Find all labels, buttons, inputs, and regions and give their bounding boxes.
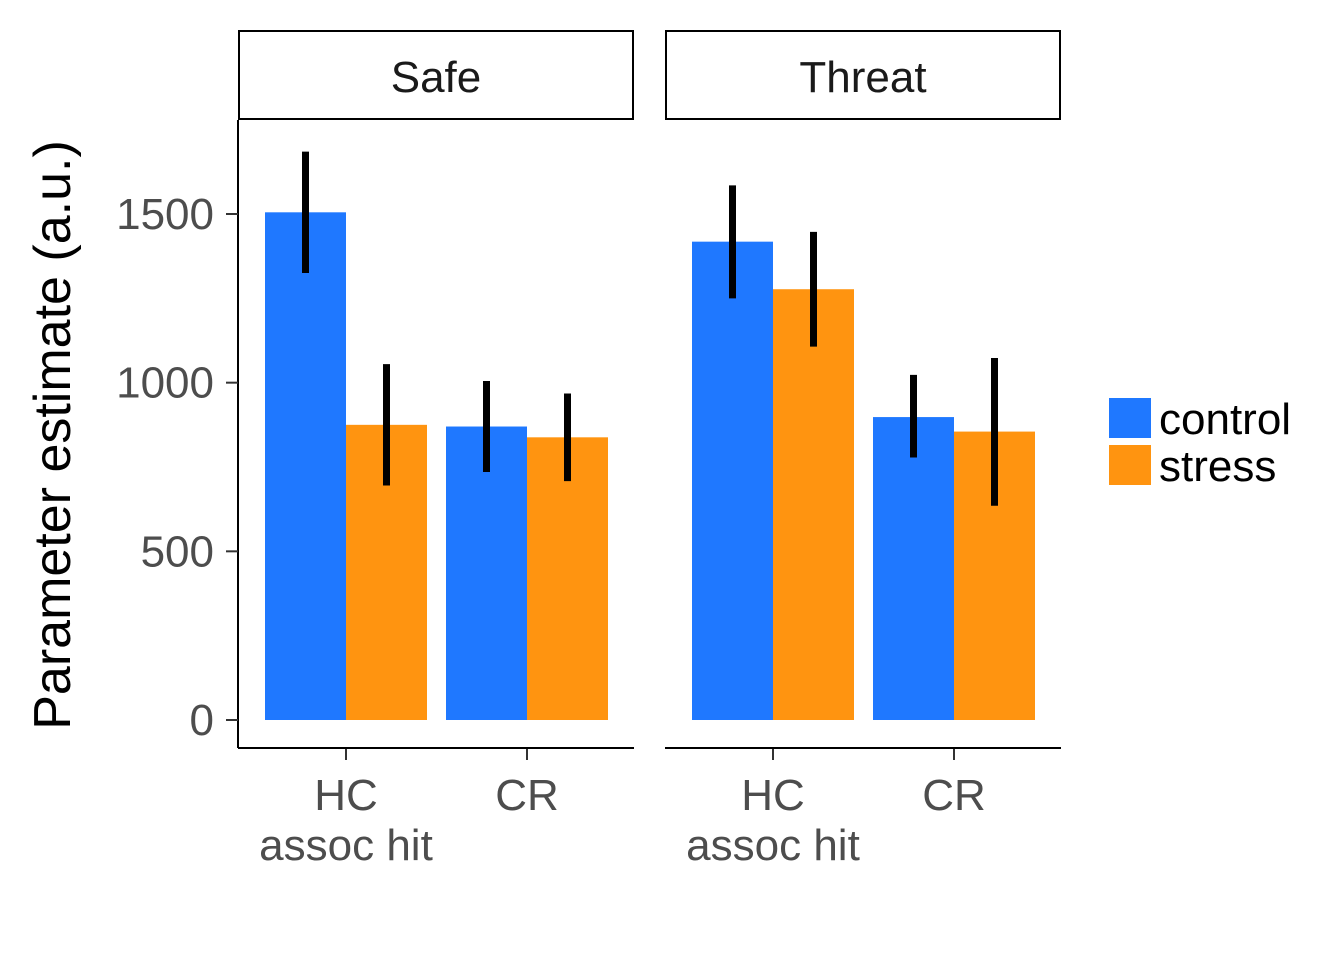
legend-key-control <box>1109 398 1151 438</box>
y-tick-label: 1500 <box>116 190 214 239</box>
bar-stress-1 <box>527 437 608 720</box>
legend-label-control: control <box>1159 395 1291 444</box>
bar-stress-0 <box>773 289 854 720</box>
bar-control-1 <box>446 426 527 720</box>
panel-title: Threat <box>799 53 926 102</box>
legend-key-stress <box>1109 445 1151 485</box>
x-tick-label: HC assoc hit <box>686 771 860 870</box>
bar-control-0 <box>692 241 773 721</box>
y-tick-label: 0 <box>190 696 214 745</box>
panel-title: Safe <box>391 53 482 102</box>
panel-0: Safe HC assoc hit CR <box>238 30 634 870</box>
legend-label-stress: stress <box>1159 442 1276 491</box>
y-tick-label: 1000 <box>116 359 214 408</box>
x-tick-label: CR <box>495 771 559 820</box>
panel-1: Threat HC assoc hit CR <box>665 30 1061 870</box>
x-tick-label: CR <box>922 771 986 820</box>
panel-strip <box>238 30 634 120</box>
bar-control-0 <box>265 212 346 720</box>
bar-control-1 <box>873 417 954 720</box>
panel-strip <box>665 30 1061 120</box>
panels: Safe HC assoc hit CR Threat HC assoc hit CR 0 500… <box>116 30 1061 870</box>
y-axis-label: Parameter estimate (a.u.) <box>24 140 82 730</box>
x-tick-label: HC assoc hit <box>259 771 433 870</box>
y-tick-label: 500 <box>141 527 214 576</box>
y-axis: 0 500 1000 1500 <box>116 120 239 748</box>
